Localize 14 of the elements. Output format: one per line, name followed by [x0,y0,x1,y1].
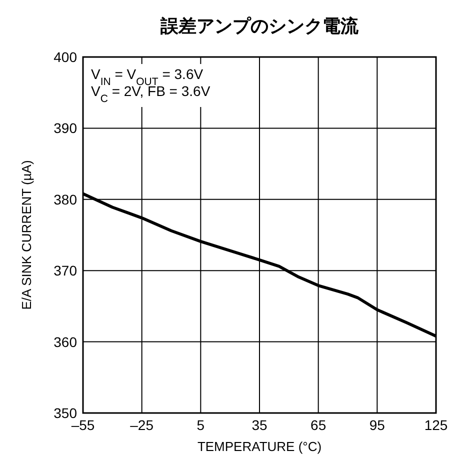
x-tick-label: 35 [252,417,268,433]
x-axis-title: TEMPERATURE (°C) [197,439,322,454]
x-tick-label: –25 [130,417,154,433]
x-tick-label: 95 [369,417,386,433]
x-tick-label: 5 [196,417,205,433]
y-tick-label: 400 [54,49,78,65]
y-tick-label: 380 [54,191,78,208]
y-tick-label: 360 [54,334,78,350]
x-tick-label: 125 [424,417,448,433]
chart-title: 誤差アンプのシンク電流 [160,16,360,36]
y-tick-label: 390 [54,120,78,136]
y-axis-title: E/A SINK CURRENT (µA) [19,160,34,310]
y-tick-label: 370 [54,262,78,279]
x-tick-label: 65 [310,417,326,433]
